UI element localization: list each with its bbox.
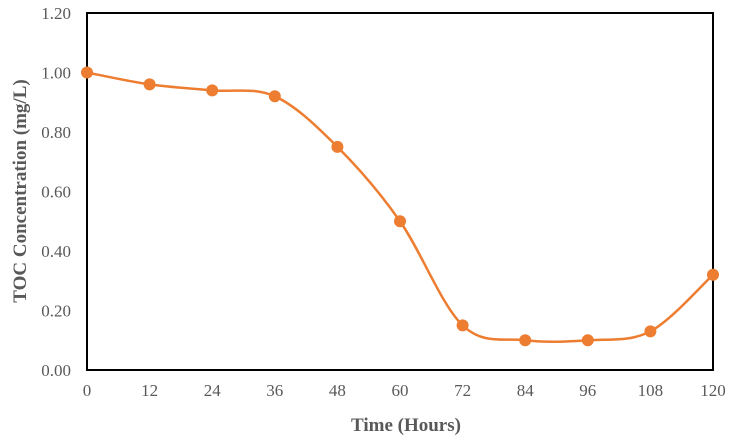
x-tick-label: 24 xyxy=(204,381,222,400)
y-tick-label: 0.20 xyxy=(41,302,71,321)
data-point xyxy=(644,325,657,338)
x-axis-ticks: 0 12 24 36 48 60 72 84 96 108 120 xyxy=(83,381,726,400)
x-tick-label: 48 xyxy=(329,381,346,400)
data-point xyxy=(81,66,93,79)
y-axis-label: TOC Concentration (mg/L) xyxy=(10,79,31,302)
y-tick-label: 0.80 xyxy=(41,123,71,142)
x-tick-label: 72 xyxy=(454,381,471,400)
series-points xyxy=(81,66,719,347)
y-tick-label: 0.40 xyxy=(41,242,71,261)
y-axis-ticks: 0.00 0.20 0.40 0.60 0.80 1.00 1.20 xyxy=(41,4,71,380)
x-tick-label: 120 xyxy=(700,381,726,400)
plot-area xyxy=(86,12,714,371)
y-tick-label: 1.00 xyxy=(41,64,71,83)
data-point xyxy=(519,334,532,347)
x-axis-label: Time (Hours) xyxy=(351,415,461,436)
x-tick-label: 0 xyxy=(83,381,92,400)
data-point xyxy=(206,84,219,97)
data-point xyxy=(331,140,344,153)
data-point xyxy=(268,90,281,103)
x-tick-label: 84 xyxy=(517,381,535,400)
y-tick-label: 1.20 xyxy=(41,4,71,23)
data-point xyxy=(456,319,469,332)
y-tick-label: 0.00 xyxy=(41,361,71,380)
x-tick-label: 96 xyxy=(579,381,596,400)
x-tick-label: 108 xyxy=(638,381,664,400)
y-tick-label: 0.60 xyxy=(41,183,71,202)
data-point xyxy=(143,78,156,91)
x-tick-label: 12 xyxy=(141,381,158,400)
data-point xyxy=(394,215,406,228)
data-point xyxy=(707,268,719,281)
x-tick-label: 36 xyxy=(266,381,283,400)
data-point xyxy=(581,334,594,347)
x-tick-label: 60 xyxy=(392,381,409,400)
